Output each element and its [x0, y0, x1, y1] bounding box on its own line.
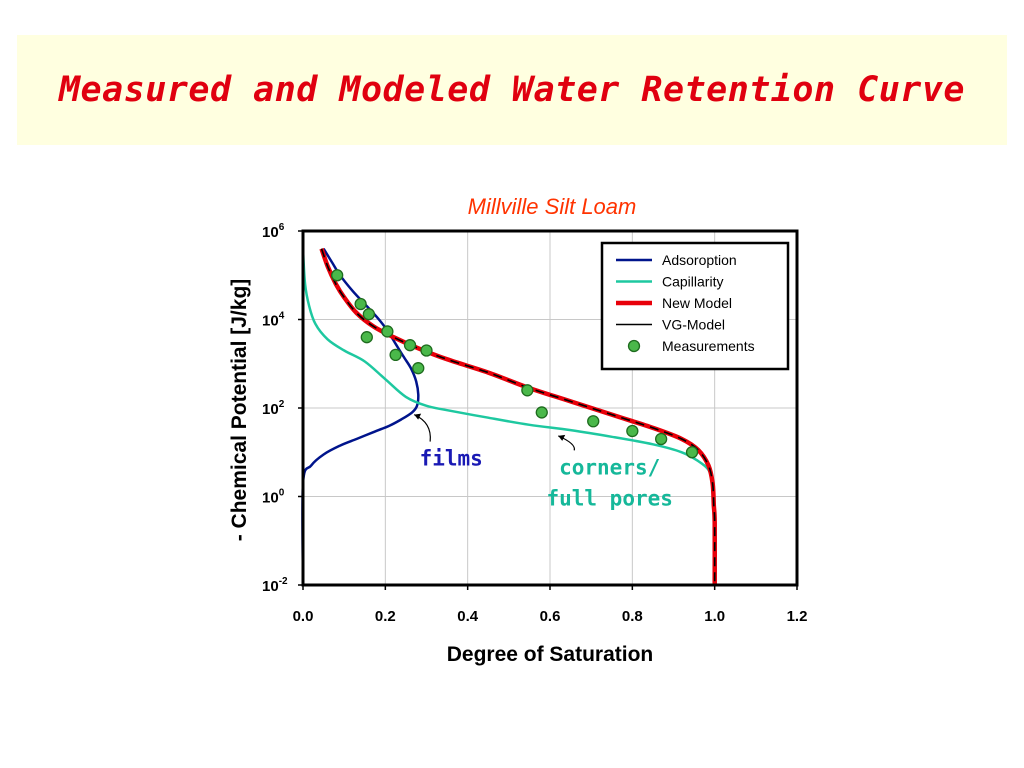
y-axis-label: - Chemical Potential [J/kg] — [228, 279, 251, 542]
measurement-point — [412, 362, 425, 375]
annotation-label: full pores — [546, 486, 672, 510]
x-tick-label: 0.0 — [293, 608, 314, 625]
measurement-point — [362, 308, 376, 321]
chart-title: Millville Silt Loam — [468, 194, 637, 219]
y-tick-label: 104 — [262, 311, 285, 330]
measurement-point — [420, 344, 433, 357]
measurement-point — [626, 424, 639, 438]
y-tick-label: 102 — [262, 399, 285, 418]
slide-title: Measured and Modeled Water Retention Cur… — [58, 70, 965, 110]
y-tick-label: 100 — [262, 488, 285, 507]
x-axis-label: Degree of Saturation — [447, 643, 654, 666]
measurement-point — [403, 339, 417, 352]
x-tick-label: 0.8 — [622, 608, 643, 625]
measurement-point — [331, 269, 344, 282]
measurement-point — [354, 297, 367, 311]
measurement-point — [535, 406, 548, 419]
legend-label: Adsoroption — [662, 252, 737, 268]
annotation-arrow — [413, 414, 431, 442]
measurement-point — [389, 348, 402, 362]
measurement-point — [381, 325, 394, 338]
legend-label: Measurements — [662, 338, 755, 354]
measurement-point — [360, 331, 373, 344]
measurement-point — [521, 384, 534, 397]
y-tick-label: 106 — [262, 222, 285, 241]
annotation-label: films — [420, 447, 483, 471]
x-tick-label: 0.6 — [540, 608, 561, 625]
annotation-arrowhead — [414, 413, 422, 420]
x-tick-label: 0.4 — [457, 608, 479, 625]
x-tick-label: 1.2 — [787, 608, 808, 625]
legend-label: VG-Model — [662, 317, 725, 333]
measurement-point — [655, 432, 668, 446]
y-tick-label: 10-2 — [262, 576, 288, 595]
legend-label: New Model — [662, 295, 732, 311]
x-tick-label: 0.2 — [375, 608, 396, 625]
annotation-arrowhead — [558, 434, 566, 441]
annotation-label: corners/ — [559, 455, 660, 479]
measurement-point — [587, 415, 600, 428]
legend-marker-measurements — [627, 339, 641, 353]
x-tick-label: 1.0 — [704, 608, 725, 625]
title-band: Measured and Modeled Water Retention Cur… — [17, 35, 1007, 145]
legend-label: Capillarity — [662, 274, 723, 290]
measurement-point — [685, 446, 699, 459]
